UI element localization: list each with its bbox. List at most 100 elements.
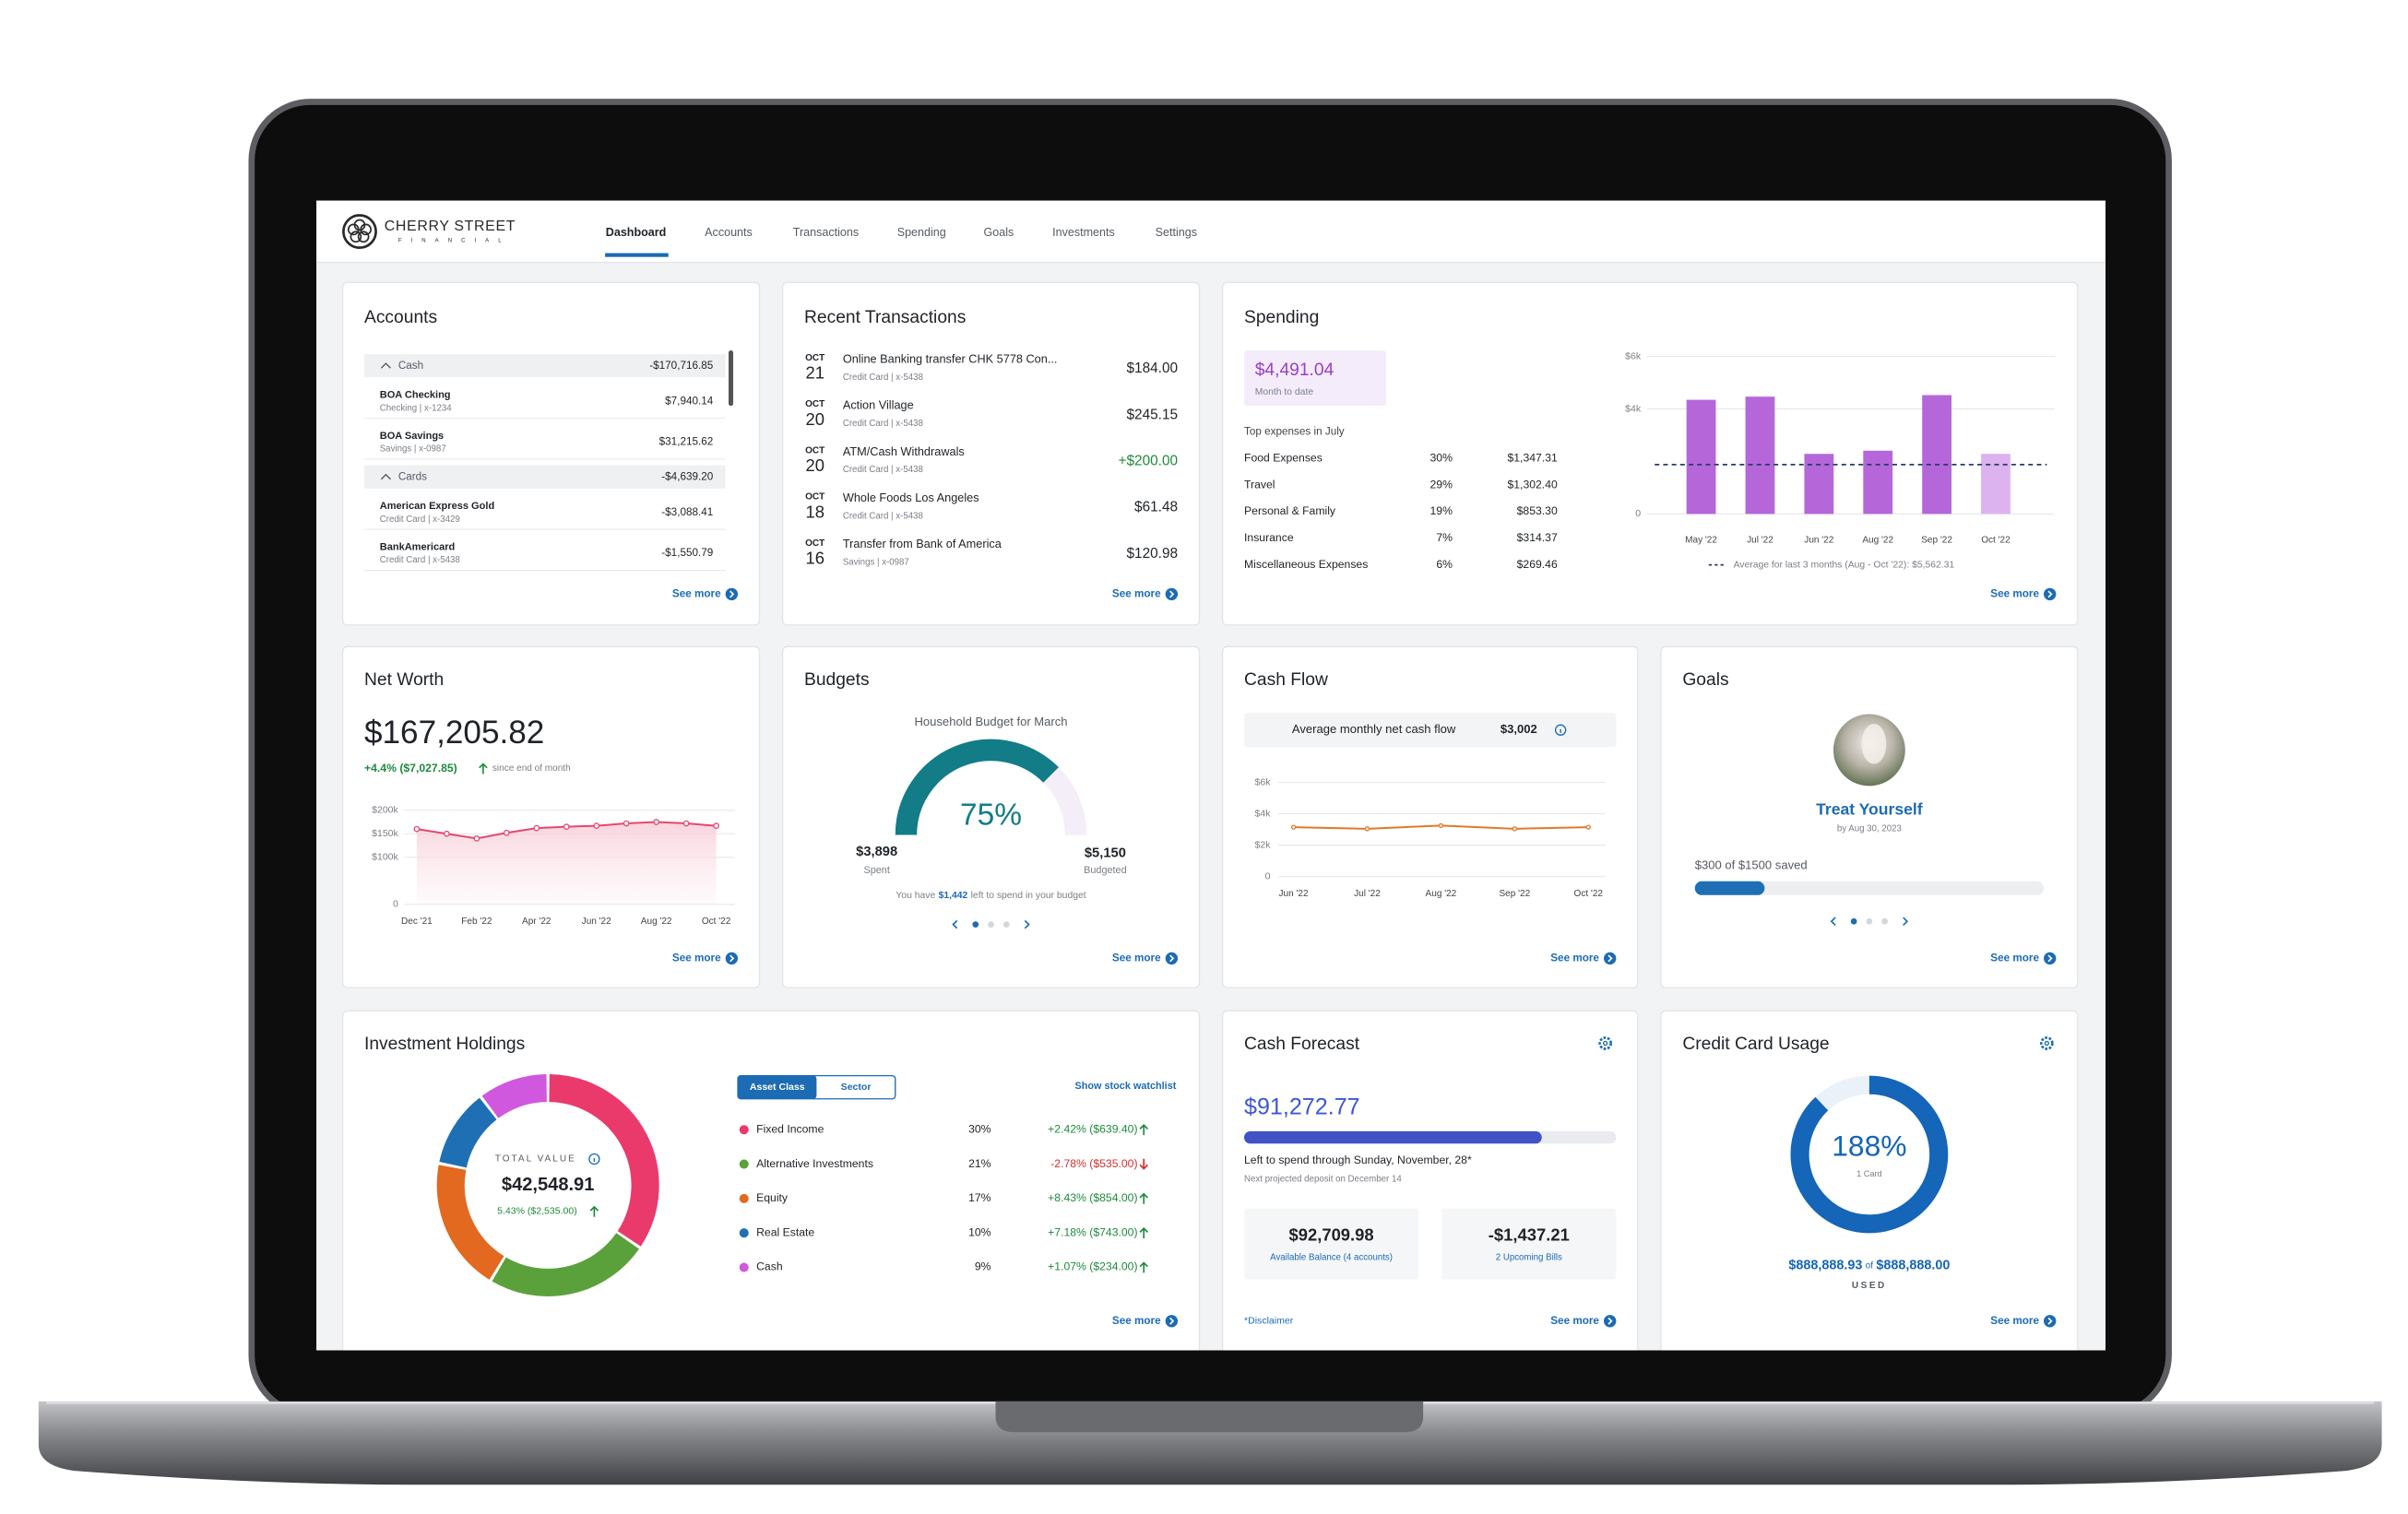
usage-limit: $888,888.00 — [1876, 1258, 1950, 1272]
cash-flow-summary-value: $3,002 — [1501, 722, 1537, 736]
laptop-base — [38, 1401, 2382, 1485]
carousel-prev[interactable] — [1830, 917, 1836, 927]
holding-percent: 10% — [968, 1225, 991, 1238]
point — [713, 822, 719, 829]
budget-spent-label: Spent — [863, 865, 889, 876]
x-tick-label: Oct '22 — [702, 917, 731, 927]
bar — [1922, 395, 1951, 515]
transaction-day: 16 — [805, 549, 824, 568]
forecast-box — [1244, 1208, 1419, 1280]
x-tick-label: Feb '22 — [461, 917, 492, 927]
see-more-link[interactable]: See more — [1550, 1315, 1599, 1327]
bar — [1981, 454, 2011, 515]
see-more-link[interactable]: See more — [1990, 952, 2039, 964]
progress-track — [1694, 881, 2045, 895]
disclaimer-link[interactable]: *Disclaimer — [1244, 1316, 1294, 1327]
tab[interactable]: Asset Class — [750, 1082, 805, 1093]
see-more-chevron — [1169, 590, 1175, 598]
carousel-prev[interactable] — [952, 919, 958, 929]
nav-item[interactable]: Dashboard — [606, 226, 667, 239]
donut-segment — [549, 1073, 659, 1247]
see-more-link[interactable]: See more — [1112, 1315, 1161, 1327]
carousel-next[interactable] — [1903, 917, 1909, 927]
budget-subtitle: Household Budget for March — [914, 715, 1067, 728]
transaction-day: 20 — [805, 409, 824, 429]
legend-dot — [739, 1193, 749, 1203]
point — [444, 830, 450, 837]
spending-total: $4,491.04 — [1255, 361, 1334, 380]
nav-item[interactable]: Transactions — [793, 226, 859, 239]
x-tick-label: Aug '22 — [1426, 889, 1457, 899]
card — [1221, 281, 2079, 626]
see-more-icon — [1603, 1315, 1617, 1328]
forecast-box-label: Available Balance (4 accounts) — [1270, 1253, 1393, 1263]
see-more-link[interactable]: See more — [1112, 588, 1161, 600]
x-tick-label: Jul '22 — [1747, 535, 1773, 545]
arrow-up — [589, 1205, 599, 1217]
point — [1438, 822, 1444, 829]
logo-mark — [342, 214, 377, 249]
see-more-link[interactable]: See more — [1112, 952, 1161, 964]
see-more-link[interactable]: See more — [1990, 1315, 2039, 1327]
nav-item[interactable]: Goals — [984, 226, 1014, 239]
x-tick-label: Oct '22 — [1574, 889, 1604, 899]
settings-icon[interactable] — [1598, 1036, 1613, 1050]
card — [1660, 645, 2079, 988]
y-tick-label: $100k — [372, 852, 398, 863]
see-more-chevron — [1169, 954, 1175, 963]
watchlist-link[interactable]: Show stock watchlist — [1075, 1081, 1177, 1092]
note-text: left to spend in your budget — [971, 891, 1086, 901]
card — [781, 281, 1201, 626]
brand-subtitle: FINANCIAL — [398, 239, 511, 244]
arrow-down — [1139, 1158, 1149, 1170]
x-tick-label: Aug '22 — [641, 917, 672, 927]
see-more-chevron — [1607, 954, 1613, 963]
bar — [1863, 450, 1893, 515]
net-worth-change: +4.4% ($7,027.85) — [364, 762, 457, 775]
arrow-up — [1139, 1226, 1149, 1239]
budget-percent: 75% — [960, 798, 1022, 832]
nav-item[interactable]: Accounts — [705, 226, 753, 239]
settings-icon[interactable] — [2039, 1036, 2054, 1050]
see-more-link[interactable]: See more — [672, 952, 721, 964]
usage-cards: 1 Card — [1856, 1169, 1882, 1178]
carousel-dot — [1881, 917, 1888, 925]
y-tick-label: $200k — [372, 805, 398, 816]
legend-dot — [739, 1262, 749, 1272]
point — [1512, 826, 1518, 832]
account-detail: Credit Card | x-5438 — [380, 555, 460, 565]
holding-percent: 21% — [968, 1157, 991, 1170]
x-tick-label: Oct '22 — [1981, 535, 2011, 545]
settings-icon-core — [1602, 1040, 1608, 1047]
account-name: BOA Checking — [380, 389, 451, 400]
x-tick-label: Jun '22 — [582, 917, 611, 927]
goal-name: Treat Yourself — [1816, 799, 1923, 818]
account-amount: $31,215.62 — [659, 436, 714, 448]
account-name: BankAmericard — [380, 541, 456, 552]
carousel-next[interactable] — [1024, 919, 1030, 929]
nav-item[interactable]: Spending — [897, 226, 946, 239]
see-more-chevron — [2047, 954, 2053, 963]
see-more-link[interactable]: See more — [1550, 952, 1599, 964]
info-icon — [1554, 724, 1567, 736]
nav-item[interactable]: Settings — [1156, 226, 1197, 239]
progress-fill — [1694, 881, 1765, 895]
expense-name: Personal & Family — [1244, 504, 1336, 517]
tab[interactable]: Sector — [841, 1082, 872, 1093]
expense-percent: 30% — [1430, 451, 1453, 464]
point — [593, 822, 600, 829]
transaction-day: 20 — [805, 455, 824, 475]
account-amount: -$1,550.79 — [661, 547, 713, 559]
see-more-link[interactable]: See more — [1990, 588, 2039, 600]
y-tick-label: 0 — [1635, 508, 1641, 519]
nav-item[interactable]: Investments — [1052, 226, 1115, 239]
transaction-amount: $61.48 — [1134, 500, 1178, 515]
point — [1585, 824, 1591, 830]
see-more-icon — [2044, 952, 2057, 965]
see-more-link[interactable]: See more — [672, 588, 721, 600]
area — [416, 822, 717, 905]
net-worth-change-note: since end of month — [492, 763, 571, 774]
point — [473, 835, 480, 842]
transaction-detail: Credit Card | x-5438 — [843, 419, 923, 429]
